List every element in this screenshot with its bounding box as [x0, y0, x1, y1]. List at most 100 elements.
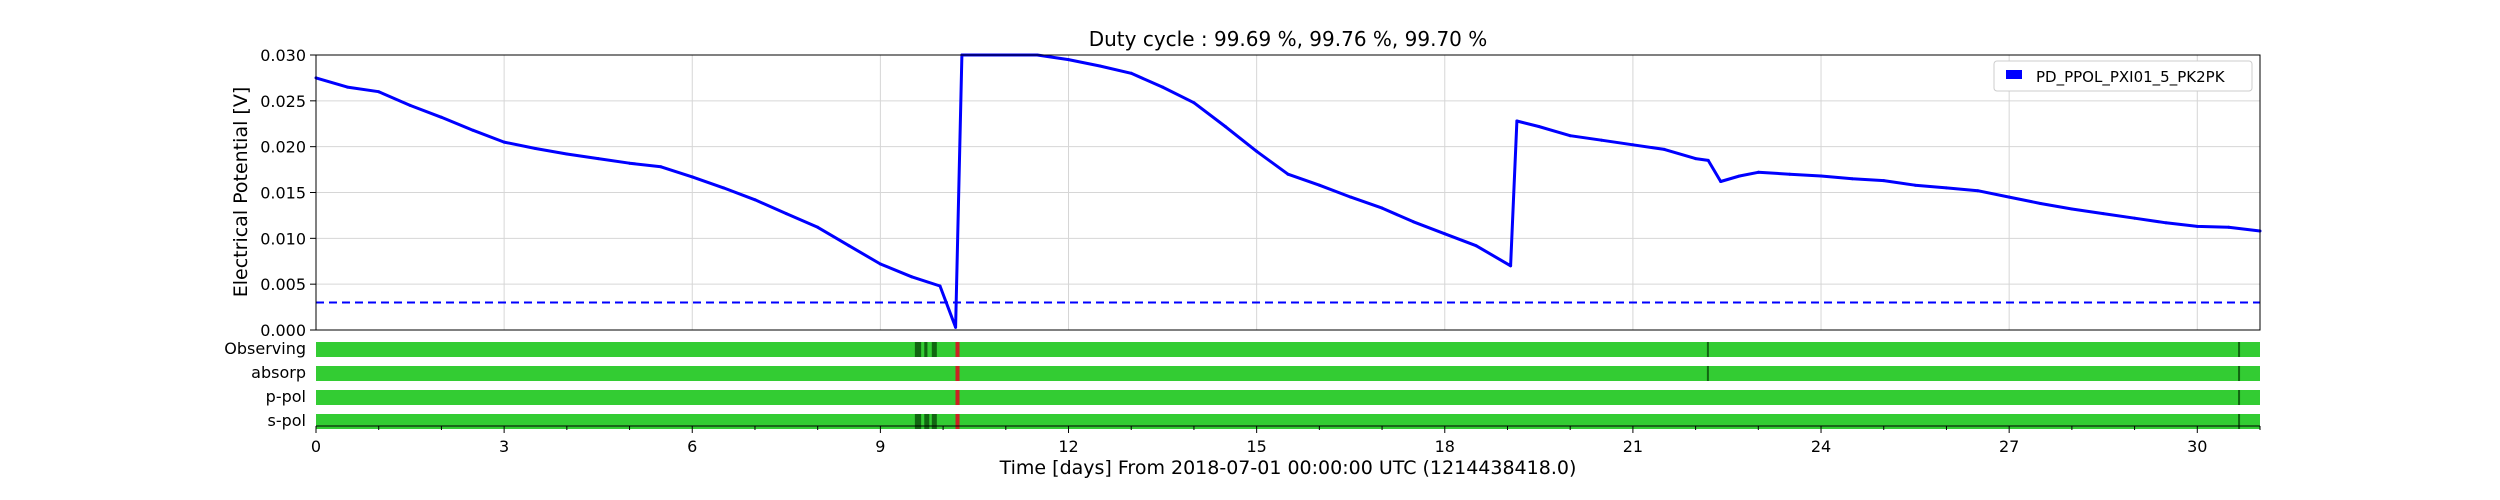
series-point-0-14	[753, 198, 757, 202]
series-point-0-9	[596, 157, 600, 161]
series-point-0-31	[1223, 125, 1227, 128]
series-point-0-66	[2227, 225, 2231, 229]
series-point-0-48	[1706, 158, 1710, 162]
segment-gap-2-1	[2238, 390, 2241, 405]
x-tick-label-0: 0	[311, 437, 321, 456]
series-point-0-60	[2039, 202, 2042, 205]
series-point-0-55	[1882, 179, 1886, 183]
x-tick-label-2: 6	[687, 437, 697, 456]
segment-gap-0-5	[2238, 342, 2241, 357]
y-tick-label-3: 0.015	[260, 184, 306, 203]
series-point-0-34	[1317, 183, 1321, 187]
series-point-0-39	[1474, 244, 1478, 248]
series-point-0-35	[1349, 195, 1353, 199]
segment-row-bar-1	[316, 366, 2260, 381]
series-point-0-57	[1945, 186, 1948, 190]
series-point-0-45	[1631, 143, 1635, 147]
series-point-0-10	[628, 161, 631, 165]
segment-highlight-3	[955, 414, 960, 429]
series-point-0-49	[1719, 180, 1723, 183]
series-point-0-12	[690, 175, 694, 179]
series-point-0-53	[1819, 174, 1823, 178]
series-point-0-20	[938, 284, 942, 288]
series-point-0-3	[408, 103, 412, 107]
legend-box	[1993, 60, 2253, 92]
segment-gap-0-4	[1706, 342, 1709, 357]
series-point-0-59	[2007, 195, 2011, 199]
series-point-0-47	[1694, 157, 1698, 161]
series-point-0-4	[439, 115, 443, 119]
x-tick-label-1: 3	[499, 437, 509, 456]
series-point-0-61	[2070, 207, 2074, 211]
segment-gap-3-4	[2238, 414, 2241, 429]
segment-highlight-2	[955, 390, 960, 405]
y-tick-label-6: 0.030	[260, 46, 306, 65]
series-point-0-8	[565, 152, 569, 156]
series-line-0	[315, 53, 2261, 329]
series-point-0-26	[1067, 58, 1070, 62]
x-tick-label-9: 27	[1999, 437, 2019, 456]
y-axis-ticks: 0.000 0.005 0.010 0.015 0.020 0.025 0.030	[260, 46, 316, 340]
x-axis: 0 3 6 9 12 15 18 21 24 27 30	[311, 425, 2261, 456]
y-tick-label-4: 0.020	[260, 138, 306, 157]
series-point-0-54	[1850, 177, 1854, 181]
segment-row-label-3: s-pol	[268, 411, 307, 430]
x-axis-ticks: 0 3 6 9 12 15 18 21 24 27 30	[311, 426, 2261, 456]
series-point-0-58	[1976, 189, 1980, 193]
series-point-0-64	[2164, 221, 2168, 225]
segment-gap-0-1	[924, 342, 928, 357]
x-axis-label: Time [days] From 2018-07-01 00:00:00 UTC…	[999, 457, 1577, 479]
x-tick-label-10: 30	[2187, 437, 2207, 456]
segment-row-bar-2	[316, 390, 2260, 405]
x-tick-label-5: 15	[1246, 437, 1266, 456]
chart-title: Duty cycle : 99.69 %, 99.76 %, 99.70 %	[1089, 27, 1488, 51]
segment-gap-3-2	[931, 414, 937, 429]
x-tick-label-6: 18	[1435, 437, 1455, 456]
series-point-0-50	[1738, 174, 1741, 178]
legend-swatch	[2006, 70, 2022, 79]
series-point-0-63	[2133, 216, 2137, 220]
series-point-0-13	[722, 186, 726, 190]
segment-row-label-2: p-pol	[266, 387, 306, 406]
series-point-0-17	[847, 244, 851, 248]
series-point-0-44	[1600, 138, 1603, 142]
legend: PD_PPOL_PXI01_5_PK2PK	[1993, 60, 2253, 92]
segment-gap-3-1	[924, 414, 930, 429]
legend-label: PD_PPOL_PXI01_5_PK2PK	[2036, 68, 2226, 87]
series-point-0-37	[1411, 220, 1415, 224]
segment-gap-0-2	[931, 342, 937, 357]
segment-gap-0-0	[914, 342, 922, 357]
y-tick-label-5: 0.025	[260, 92, 306, 111]
segment-row-bar-3	[316, 414, 2260, 429]
series-point-0-51	[1756, 170, 1760, 174]
series-point-0-5	[471, 128, 475, 132]
segment-gap-1-1	[1706, 366, 1709, 381]
main-plot-area: 0.000 0.005 0.010 0.015 0.020 0.025 0.030	[260, 46, 2262, 340]
series-point-0-2	[377, 90, 381, 94]
series-point-0-38	[1443, 232, 1447, 236]
series-point-0-30	[1192, 101, 1196, 105]
series-point-0-18	[878, 262, 882, 266]
series-point-0-65	[2195, 224, 2199, 228]
y-tick-label-0: 0.000	[260, 321, 306, 340]
series-point-0-29	[1161, 85, 1165, 89]
segment-row-bar-0	[316, 342, 2260, 357]
y-tick-label-2: 0.010	[260, 229, 306, 248]
x-tick-label-8: 24	[1811, 437, 1831, 456]
series-point-0-11	[659, 165, 663, 169]
x-tick-label-3: 9	[875, 437, 885, 456]
series-point-0-33	[1286, 172, 1290, 176]
y-axis-label: Electrical Potential [V]	[230, 87, 252, 297]
segment-gap-3-0	[914, 414, 922, 429]
segment-gap-1-2	[2238, 366, 2241, 381]
segment-row-label-1: absorp	[251, 363, 306, 382]
series-point-0-28	[1129, 71, 1133, 75]
segment-rows: Observing absorp p-pol s-pol	[224, 339, 2260, 430]
series-point-0-43	[1568, 134, 1572, 138]
series-point-0-36	[1380, 206, 1384, 210]
series-point-0-41	[1515, 119, 1519, 123]
series-point-0-6	[502, 140, 506, 144]
segment-highlight-1	[955, 366, 960, 381]
x-tick-label-7: 21	[1623, 437, 1643, 456]
